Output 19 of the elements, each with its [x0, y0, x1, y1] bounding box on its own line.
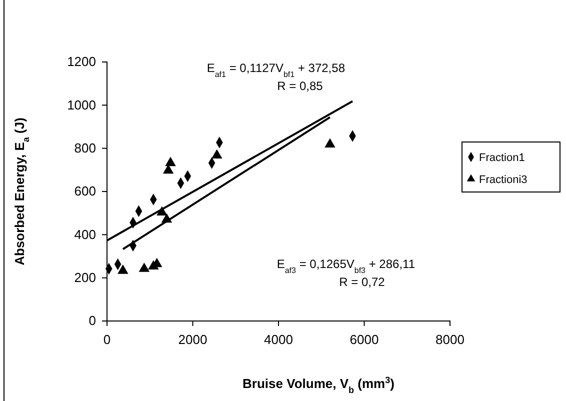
x-tick-label: 2000 [178, 332, 208, 348]
y-tick-label: 400 [74, 226, 96, 242]
y-tick-label: 200 [74, 270, 96, 285]
x-tick-label: 4000 [264, 332, 293, 348]
annotation: E$_{af1}$ = 0,1127V$_{bf1}$ + 372,58 [206, 61, 346, 78]
annotation: E$_{af3}$ = 0,1265V$_{bf3}$ + 286,11 [276, 257, 416, 274]
y-tick-label: 800 [74, 140, 96, 156]
x-tick-label: 8000 [436, 332, 464, 348]
legend-label: Fraction1 [479, 152, 525, 164]
annotation: R = 0,85 [277, 79, 324, 93]
y-tick-label: 600 [74, 184, 96, 199]
x-tick-label: 6000 [350, 332, 379, 348]
x-axis-title: Bruise Volume, V$_{b}$ (mm$^{3}$) [242, 375, 394, 395]
annotation: R = 0,72 [339, 275, 386, 289]
y-tick-label: 1200 [67, 54, 96, 70]
x-tick-label: 0 [103, 332, 111, 348]
y-tick-label: 1000 [67, 97, 96, 112]
y-tick-label: 0 [88, 313, 96, 328]
legend-label: Fractioni3 [479, 174, 528, 186]
